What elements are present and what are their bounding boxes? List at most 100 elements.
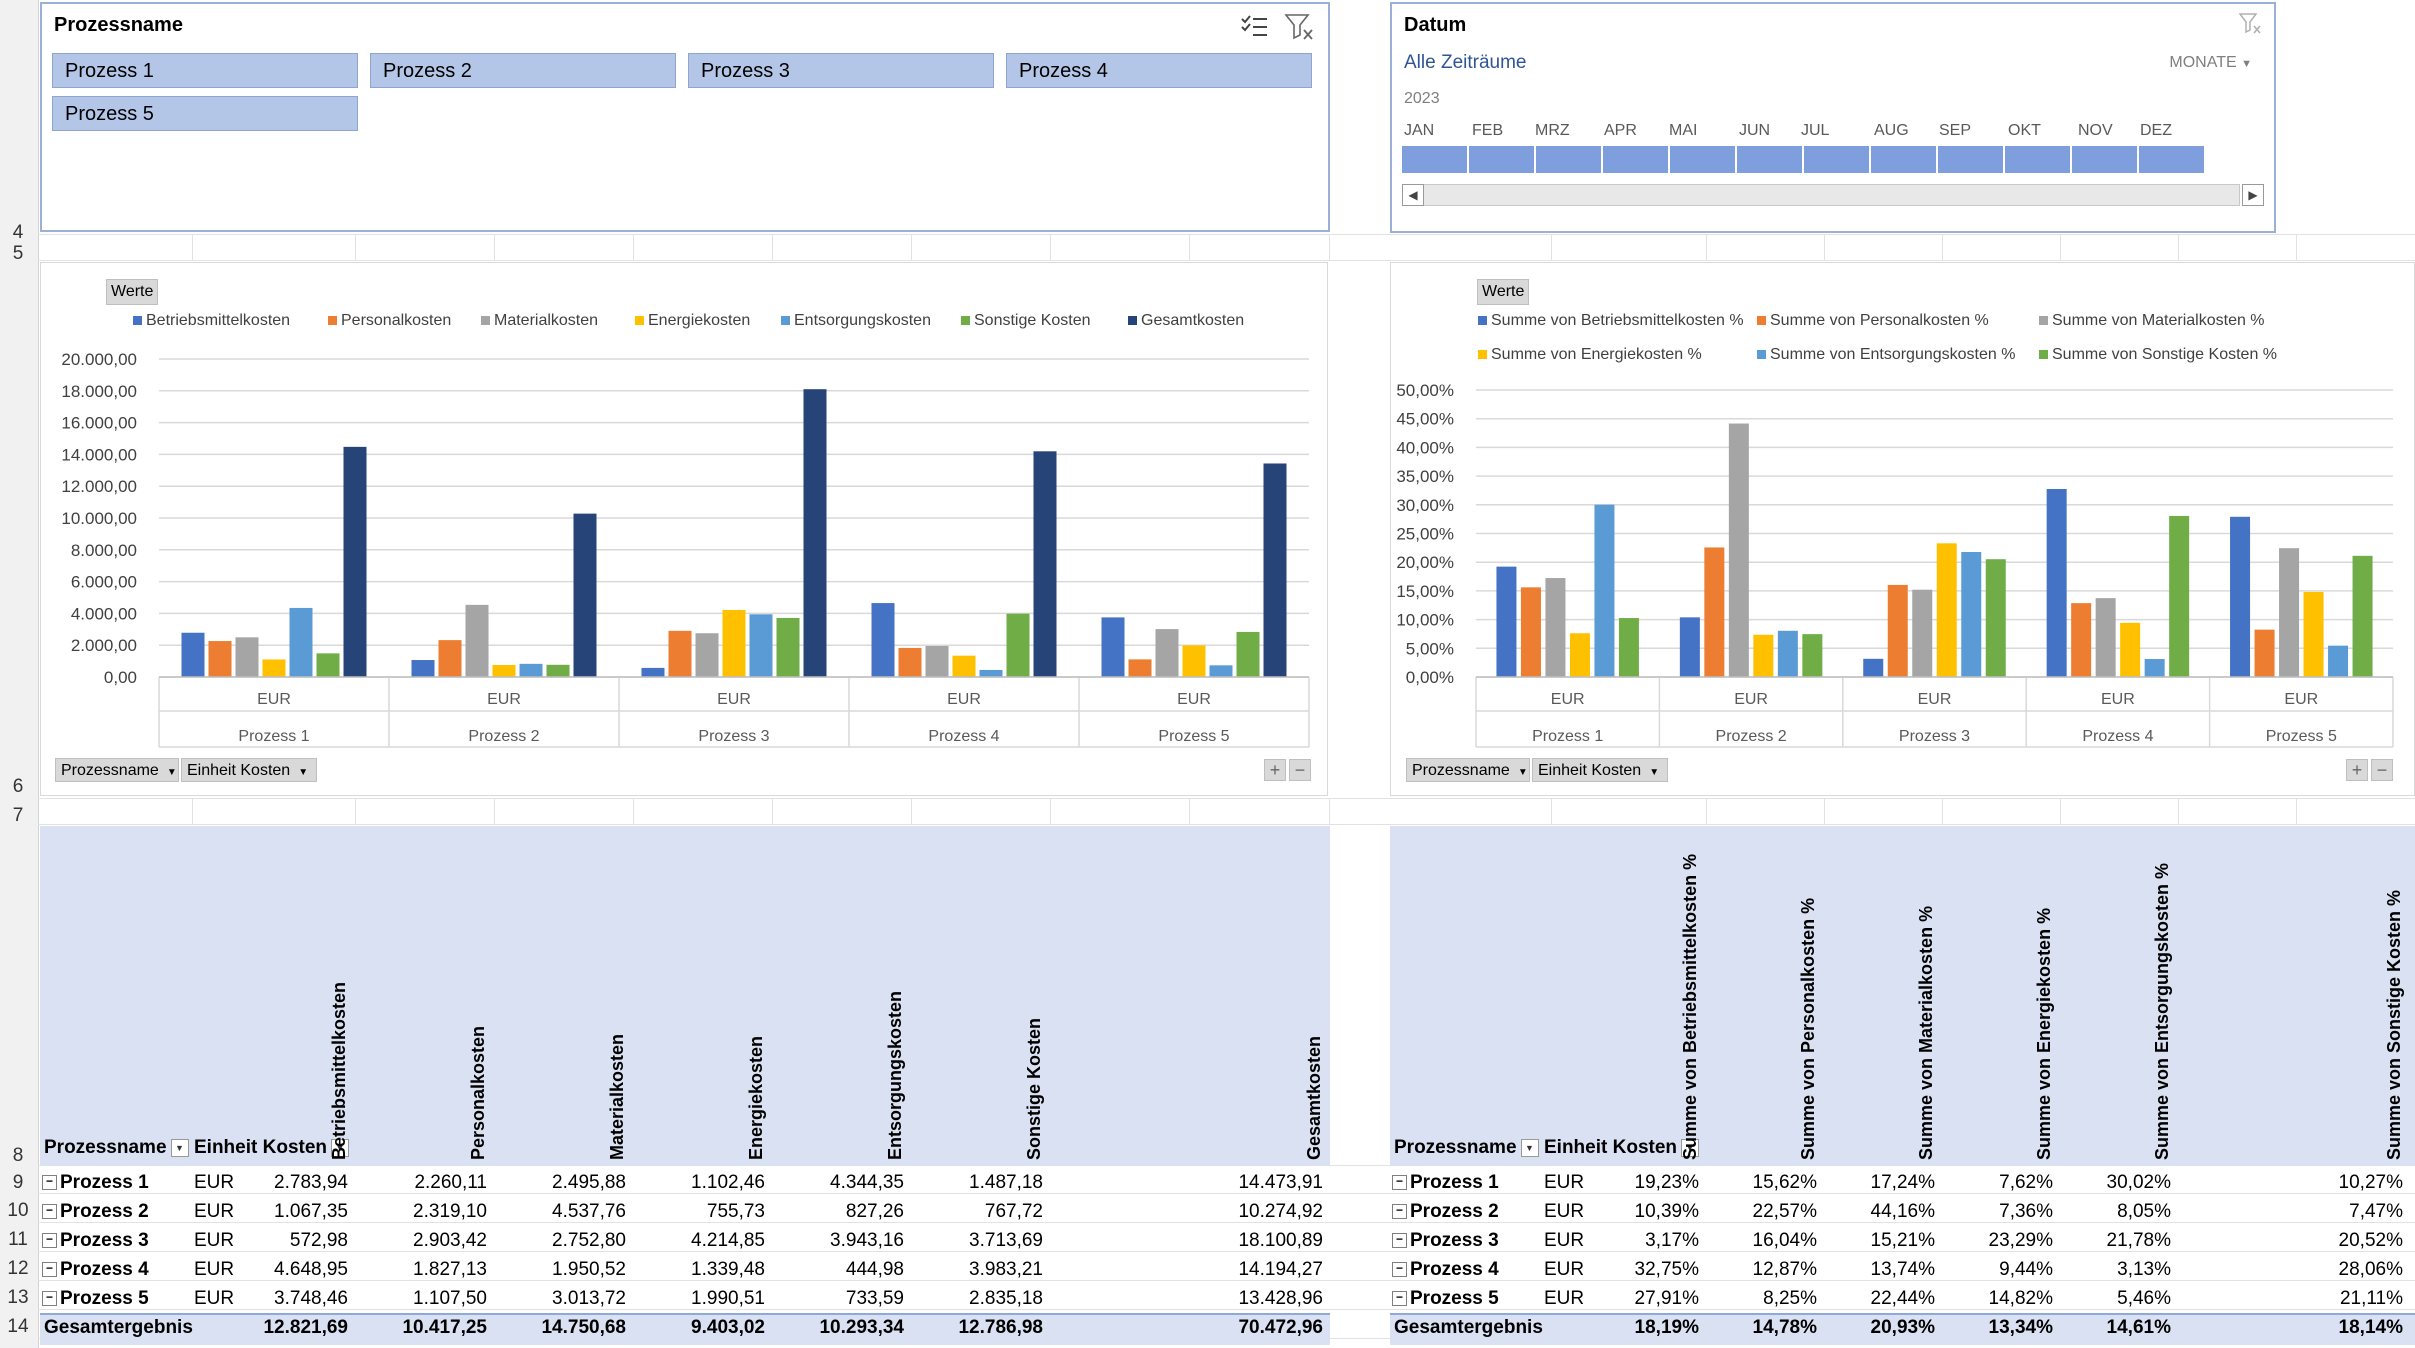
row-number[interactable]: 13 (7, 1287, 29, 1308)
bar[interactable] (573, 513, 597, 677)
bar[interactable] (2071, 603, 2092, 677)
bar[interactable] (2144, 659, 2165, 677)
slicer-item-prozess-4[interactable]: Prozess 4 (1006, 53, 1312, 88)
bar[interactable] (208, 641, 232, 677)
value-cell[interactable]: 4.214,85 (691, 1230, 765, 1251)
clear-filter-icon[interactable] (2238, 12, 2262, 36)
collapse-icon[interactable]: − (42, 1233, 57, 1249)
bar[interactable] (952, 655, 976, 677)
row-number[interactable]: 14 (7, 1316, 29, 1337)
collapse-icon[interactable]: − (1392, 1204, 1407, 1220)
bar[interactable] (2279, 548, 2300, 677)
percent-pivot-table[interactable]: Prozessname ▼ Einheit Kosten ▼ Summe von Bet… (1390, 826, 2415, 1348)
value-cell[interactable]: 3.013,72 (552, 1288, 626, 1309)
value-cell[interactable]: 13,74% (1870, 1259, 1935, 1280)
value-cell[interactable]: 1.107,50 (413, 1288, 487, 1309)
value-cell[interactable]: 14.194,27 (1238, 1259, 1323, 1280)
percent-chart[interactable]: Werte Summe von Betriebsmittelkosten % Su… (1390, 262, 2415, 796)
unit-field-button[interactable]: Einheit Kosten ▼ (181, 758, 317, 782)
bar[interactable] (1961, 551, 1982, 677)
column-header[interactable]: Energiekosten (746, 1035, 766, 1160)
timeline-month-apr[interactable]: APR (1604, 122, 1637, 139)
timeline-month-jul[interactable]: JUL (1801, 122, 1830, 139)
row-number[interactable]: 7 (12, 805, 24, 826)
timeline-month-mrz[interactable]: MRZ (1535, 122, 1570, 139)
value-cell[interactable]: 5,46% (2117, 1288, 2171, 1309)
bar[interactable] (1753, 634, 1774, 677)
value-cell[interactable]: 15,62% (1752, 1172, 1817, 1193)
expand-field-button[interactable]: + (2346, 759, 2368, 781)
bar[interactable] (979, 669, 1003, 677)
cost-pivot-table[interactable]: Prozessname ▼ Einheit Kosten ▼ Betriebsmitte… (40, 826, 1330, 1348)
bar[interactable] (1236, 631, 1260, 677)
grand-total-cell[interactable]: 13,34% (1988, 1317, 2053, 1338)
bar[interactable] (2352, 555, 2373, 677)
bar[interactable] (803, 389, 827, 677)
row-number[interactable]: 11 (8, 1229, 28, 1250)
value-cell[interactable]: 8,25% (1763, 1288, 1817, 1309)
process-field-button[interactable]: Prozessname ▼ (55, 758, 179, 782)
filter-dropdown-icon[interactable]: ▼ (1681, 1138, 1700, 1157)
value-cell[interactable]: 20,52% (2338, 1230, 2403, 1251)
bar[interactable] (1936, 543, 1957, 677)
unit-field-button[interactable]: Einheit Kosten ▼ (1532, 758, 1668, 782)
bar[interactable] (1569, 633, 1590, 677)
bar[interactable] (641, 667, 665, 677)
bar[interactable] (2328, 645, 2349, 677)
value-cell[interactable]: 10,39% (1634, 1201, 1699, 1222)
bar[interactable] (1182, 645, 1206, 677)
value-cell[interactable]: 21,11% (2339, 1288, 2403, 1309)
slicer-item-prozess-2[interactable]: Prozess 2 (370, 53, 676, 88)
filter-dropdown-icon[interactable]: ▼ (170, 1138, 189, 1157)
bar[interactable] (1802, 634, 1823, 677)
bar[interactable] (2046, 489, 2067, 677)
collapse-icon[interactable]: − (42, 1175, 57, 1191)
bar[interactable] (465, 604, 489, 677)
value-cell[interactable]: 27,91% (1634, 1288, 1699, 1309)
column-header[interactable]: Gesamtkosten (1304, 1035, 1324, 1160)
slicer-item-prozess-5[interactable]: Prozess 5 (52, 96, 358, 131)
bar[interactable] (316, 653, 340, 677)
bar[interactable] (1496, 566, 1517, 677)
unit-cell[interactable]: EUR (194, 1230, 235, 1251)
bar[interactable] (519, 663, 543, 677)
value-cell[interactable]: 21,78% (2106, 1230, 2171, 1251)
unit-cell[interactable]: EUR (194, 1201, 235, 1222)
value-cell[interactable]: 3.748,46 (274, 1288, 348, 1309)
value-cell[interactable]: 19,23% (1634, 1172, 1699, 1193)
row-number[interactable]: 4 (12, 222, 24, 243)
collapse-icon[interactable]: − (1392, 1233, 1407, 1249)
value-cell[interactable]: 3.713,69 (969, 1230, 1043, 1251)
bar[interactable] (1863, 658, 1884, 677)
value-cell[interactable]: 7,47% (2349, 1201, 2403, 1222)
row-number[interactable]: 12 (7, 1258, 29, 1279)
value-cell[interactable]: 4.648,95 (274, 1259, 348, 1280)
column-header[interactable]: Summe von Energiekosten % (2034, 907, 2054, 1160)
grand-total-cell[interactable]: 9.403,02 (691, 1317, 765, 1338)
row-label-prozess-4[interactable]: − Prozess 4 (42, 1255, 149, 1284)
grand-total-cell[interactable]: 14.750,68 (541, 1317, 626, 1338)
value-cell[interactable]: 1.487,18 (969, 1172, 1043, 1193)
row-number[interactable]: 6 (12, 776, 24, 797)
value-cell[interactable]: 3,13% (2117, 1259, 2171, 1280)
timeline-month-jan[interactable]: JAN (1404, 122, 1435, 139)
bar[interactable] (438, 640, 462, 677)
bar[interactable] (411, 660, 435, 677)
unit-cell[interactable]: EUR (1544, 1288, 1585, 1309)
bar[interactable] (1594, 504, 1615, 677)
value-cell[interactable]: 7,62% (1999, 1172, 2053, 1193)
cost-chart[interactable]: Werte Betriebsmittelkosten Personalkosten… (40, 262, 1328, 796)
grand-total-label[interactable]: Gesamtergebnis (1394, 1317, 1543, 1338)
bar[interactable] (2169, 515, 2190, 677)
value-cell[interactable]: 827,26 (845, 1201, 904, 1222)
unit-field-header[interactable]: Einheit Kosten ▼ (1544, 1137, 1700, 1159)
expand-field-button[interactable]: + (1264, 759, 1286, 781)
unit-cell[interactable]: EUR (1544, 1259, 1585, 1280)
value-cell[interactable]: 10.274,92 (1238, 1201, 1323, 1222)
row-header-column[interactable]: 4 5 6 7 8 9 10 11 12 13 14 (0, 0, 39, 1348)
value-cell[interactable]: 16,04% (1752, 1230, 1817, 1251)
value-cell[interactable]: 8,05% (2117, 1201, 2171, 1222)
bar[interactable] (1887, 584, 1908, 677)
value-cell[interactable]: 10,27% (2338, 1172, 2403, 1193)
column-header[interactable]: Summe von Betriebsmittelkosten % (1680, 853, 1700, 1160)
